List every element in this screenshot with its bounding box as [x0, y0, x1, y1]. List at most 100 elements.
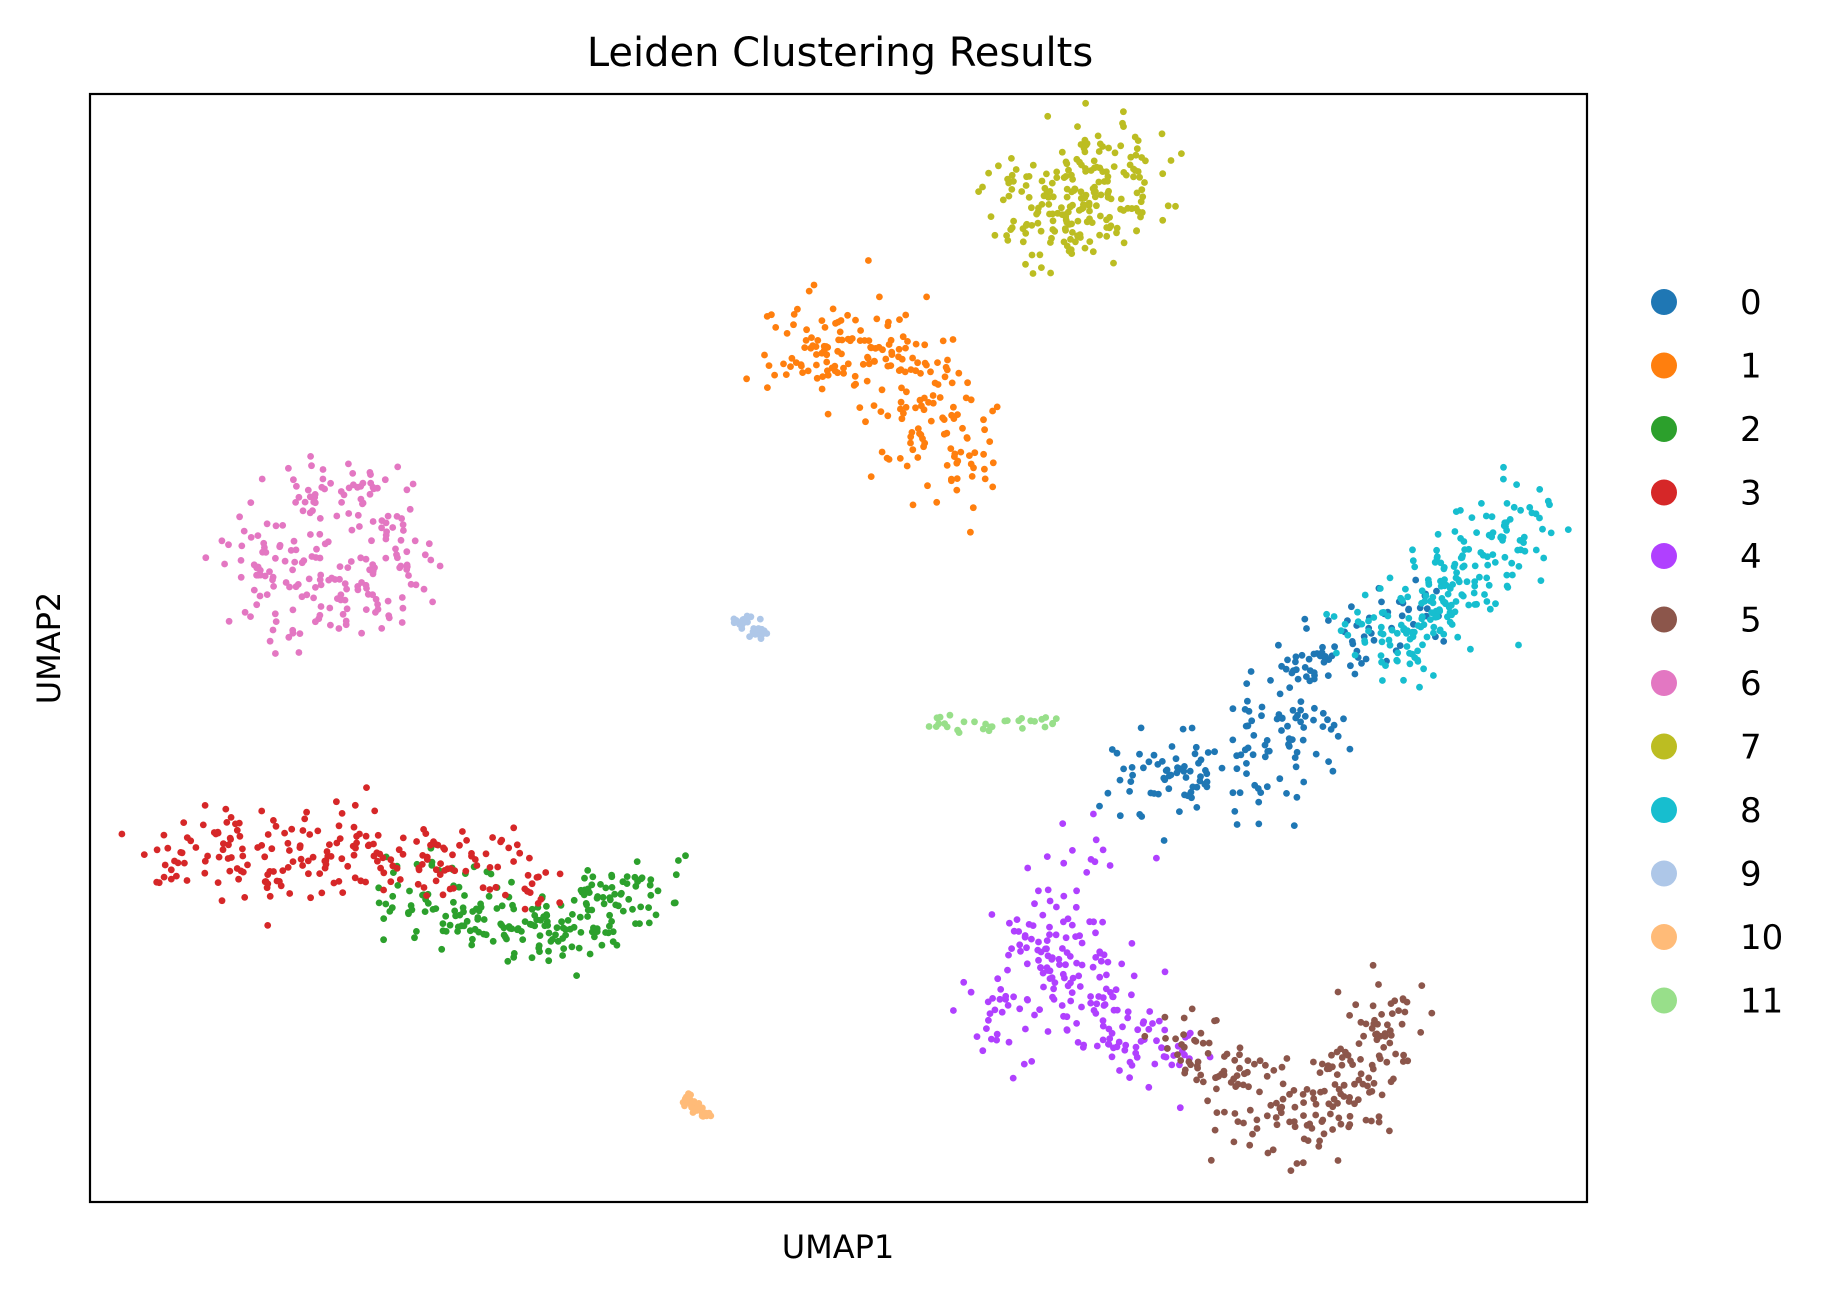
point-cluster-5 [1370, 1020, 1378, 1028]
legend-marker-1 [1651, 352, 1677, 379]
point-cluster-3 [171, 857, 178, 865]
point-cluster-3 [441, 845, 448, 853]
point-cluster-4 [1024, 864, 1032, 872]
point-cluster-8 [1503, 571, 1511, 579]
point-cluster-0 [1243, 760, 1250, 767]
point-cluster-5 [1273, 1099, 1280, 1107]
point-cluster-5 [1231, 1110, 1239, 1117]
point-cluster-6 [291, 558, 299, 566]
point-cluster-8 [1333, 649, 1340, 657]
point-cluster-3 [439, 891, 447, 899]
point-cluster-8 [1382, 662, 1389, 669]
point-cluster-3 [336, 835, 344, 842]
point-cluster-0 [1233, 752, 1241, 760]
point-cluster-1 [801, 344, 809, 351]
point-cluster-8 [1416, 683, 1423, 691]
point-cluster-0 [1325, 617, 1332, 624]
point-cluster-3 [344, 862, 352, 870]
point-cluster-3 [272, 822, 280, 830]
point-cluster-6 [354, 483, 361, 491]
point-cluster-8 [1434, 530, 1442, 538]
point-cluster-8 [1423, 633, 1431, 641]
point-cluster-4 [1110, 1006, 1118, 1014]
point-cluster-6 [250, 586, 258, 594]
point-cluster-0 [1330, 721, 1338, 729]
point-cluster-3 [299, 862, 306, 869]
point-cluster-8 [1409, 546, 1416, 554]
point-cluster-2 [602, 929, 609, 936]
point-cluster-1 [792, 359, 800, 366]
point-cluster-6 [308, 553, 316, 560]
series-0 [1096, 576, 1448, 844]
point-cluster-11 [985, 727, 993, 735]
point-cluster-5 [1283, 1055, 1291, 1062]
point-cluster-6 [411, 537, 419, 545]
point-cluster-5 [1241, 1070, 1248, 1078]
point-cluster-3 [155, 879, 163, 887]
point-cluster-5 [1368, 1117, 1375, 1125]
point-cluster-1 [896, 455, 904, 462]
point-cluster-3 [286, 847, 293, 854]
point-cluster-5 [1263, 1072, 1271, 1080]
point-cluster-6 [366, 469, 374, 476]
point-cluster-8 [1468, 514, 1476, 521]
point-cluster-6 [282, 579, 290, 586]
point-cluster-6 [289, 566, 296, 574]
point-cluster-9 [759, 630, 767, 638]
point-cluster-0 [1136, 750, 1143, 758]
point-cluster-1 [907, 439, 914, 447]
point-cluster-7 [1113, 229, 1120, 237]
point-cluster-3 [486, 886, 494, 893]
point-cluster-5 [1291, 1123, 1299, 1131]
point-cluster-3 [222, 805, 230, 813]
point-cluster-3 [492, 883, 500, 891]
point-cluster-7 [1097, 191, 1105, 199]
point-cluster-8 [1467, 645, 1474, 653]
point-cluster-7 [1074, 217, 1082, 225]
point-cluster-5 [1303, 1086, 1311, 1093]
point-cluster-6 [293, 482, 300, 490]
legend-marker-7 [1651, 733, 1677, 760]
point-cluster-8 [1520, 533, 1528, 541]
point-cluster-8 [1379, 677, 1386, 684]
point-cluster-2 [682, 852, 689, 860]
point-cluster-9 [746, 633, 753, 640]
legend: 0 1 2 3 4 5 6 7 8 9 10 11 [1651, 283, 1783, 1022]
point-cluster-1 [743, 375, 750, 383]
point-cluster-3 [449, 851, 456, 859]
point-cluster-6 [307, 453, 314, 460]
point-cluster-6 [412, 581, 420, 589]
point-cluster-1 [989, 483, 997, 491]
point-cluster-8 [1354, 608, 1361, 616]
point-cluster-6 [253, 601, 261, 609]
point-cluster-3 [432, 866, 440, 874]
point-cluster-2 [485, 892, 493, 900]
point-cluster-3 [160, 873, 168, 881]
point-cluster-4 [1075, 972, 1083, 980]
point-cluster-8 [1485, 581, 1493, 589]
point-cluster-2 [615, 902, 622, 910]
point-cluster-1 [948, 379, 956, 387]
point-cluster-3 [353, 839, 360, 847]
legend-label-10: 10 [1740, 918, 1783, 958]
point-cluster-4 [1087, 999, 1095, 1007]
point-cluster-2 [504, 957, 512, 965]
point-cluster-3 [436, 871, 444, 878]
point-cluster-4 [1040, 983, 1047, 991]
point-cluster-2 [675, 857, 682, 864]
point-cluster-2 [469, 935, 476, 943]
point-cluster-8 [1446, 618, 1454, 626]
point-cluster-7 [1063, 193, 1071, 201]
point-cluster-6 [372, 595, 380, 603]
point-cluster-0 [1297, 706, 1304, 714]
point-cluster-8 [1471, 601, 1479, 608]
point-cluster-6 [381, 476, 389, 484]
point-cluster-0 [1283, 790, 1290, 797]
point-cluster-0 [1263, 737, 1271, 744]
point-cluster-1 [902, 311, 910, 319]
point-cluster-2 [468, 941, 476, 949]
point-cluster-8 [1402, 585, 1409, 593]
point-cluster-0 [1294, 675, 1302, 683]
point-cluster-7 [1076, 231, 1084, 239]
point-cluster-2 [623, 880, 631, 887]
